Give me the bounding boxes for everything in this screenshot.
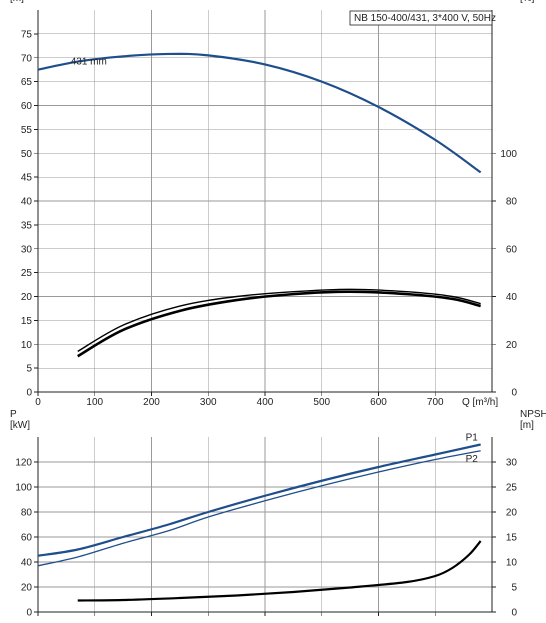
x-tick-label: 500 [313, 397, 330, 408]
y-tick-label-right: 25 [506, 483, 518, 494]
series-line-curve-1 [77, 288, 481, 353]
y-axis-label-right: eta[%] [520, 0, 535, 4]
y-tick-label-left: 20 [21, 583, 33, 594]
y-tick-label-right: 40 [506, 292, 518, 303]
x-tick-label: 0 [35, 397, 41, 408]
y-tick-label-right: 10 [506, 558, 518, 569]
y-tick-label-left: 40 [21, 197, 33, 208]
y-axis-label-right: NPSH [m] [520, 409, 546, 431]
y-tick-label-left: 15 [21, 316, 33, 327]
y-tick-label-left: 45 [21, 173, 33, 184]
y-tick-label-left: 75 [21, 29, 33, 40]
y-tick-label-left: 60 [21, 533, 33, 544]
y-tick-label-right: 15 [506, 533, 518, 544]
y-tick-label-left: 50 [21, 149, 33, 160]
y-tick-label-left: 30 [21, 244, 33, 255]
chart-title: NB 150-400/431, 3*400 V, 50Hz [354, 13, 496, 24]
y-tick-label-right: 0 [511, 388, 517, 399]
x-tick-label: 100 [86, 397, 103, 408]
y-tick-label-right: 60 [506, 244, 518, 255]
series-line-p1 [37, 443, 481, 557]
head-efficiency-chart: 0 5 10 15 20 25 30 35 40 45 50 55 60 65 70 75 0 20 40 60 80 1… [10, 0, 535, 408]
title-box [349, 10, 493, 26]
power-npsh-chart: 0 20 40 60 80 100 120 0 5 10 15 20 25 30 P [kW] NPSH [m] P… [10, 409, 546, 619]
x-tick-label: 300 [200, 397, 217, 408]
y-tick-label-left: 80 [21, 508, 33, 519]
series-line-curve-2 [77, 290, 481, 358]
x-tick-label: 600 [370, 397, 387, 408]
x-tick-label: 200 [143, 397, 160, 408]
y-tick-label-right: 30 [506, 458, 518, 469]
y-tick-label-left: 0 [26, 608, 32, 619]
x-tick-label: 700 [427, 397, 444, 408]
y-tick-label-left: 5 [26, 364, 32, 375]
series-label: P2 [466, 454, 479, 465]
y-tick-label-left: 40 [21, 558, 33, 569]
series-label: P1 [466, 433, 479, 444]
y-tick-label-left: 35 [21, 220, 33, 231]
y-tick-label-left: 120 [15, 458, 32, 469]
series-label: 431 mm [71, 57, 107, 68]
y-tick-label-left: 65 [21, 77, 33, 88]
series-line-p2 [37, 450, 481, 567]
y-tick-label-right: 100 [500, 149, 517, 160]
y-tick-label-right: 0 [511, 608, 517, 619]
y-tick-label-left: 55 [21, 125, 33, 136]
y-tick-label-left: 60 [21, 101, 33, 112]
y-tick-label-right: 80 [506, 197, 518, 208]
x-axis-label: Q [m³/h] [462, 397, 498, 408]
y-tick-label-left: 20 [21, 292, 33, 303]
y-tick-label-left: 0 [26, 388, 32, 399]
y-tick-label-right: 5 [511, 583, 517, 594]
y-tick-label-left: 10 [21, 340, 33, 351]
y-axis-label-left: H[m] [10, 0, 24, 4]
y-tick-label-left: 70 [21, 53, 33, 64]
series-line-431-mm [37, 52, 482, 174]
y-tick-label-right: 20 [506, 508, 518, 519]
y-tick-label-right: 20 [506, 340, 518, 351]
x-tick-label: 400 [257, 397, 274, 408]
series-line-curve-2 [77, 540, 482, 602]
y-tick-label-left: 100 [15, 483, 32, 494]
y-tick-label-left: 25 [21, 268, 33, 279]
y-axis-label-left: P [kW] [10, 409, 30, 431]
